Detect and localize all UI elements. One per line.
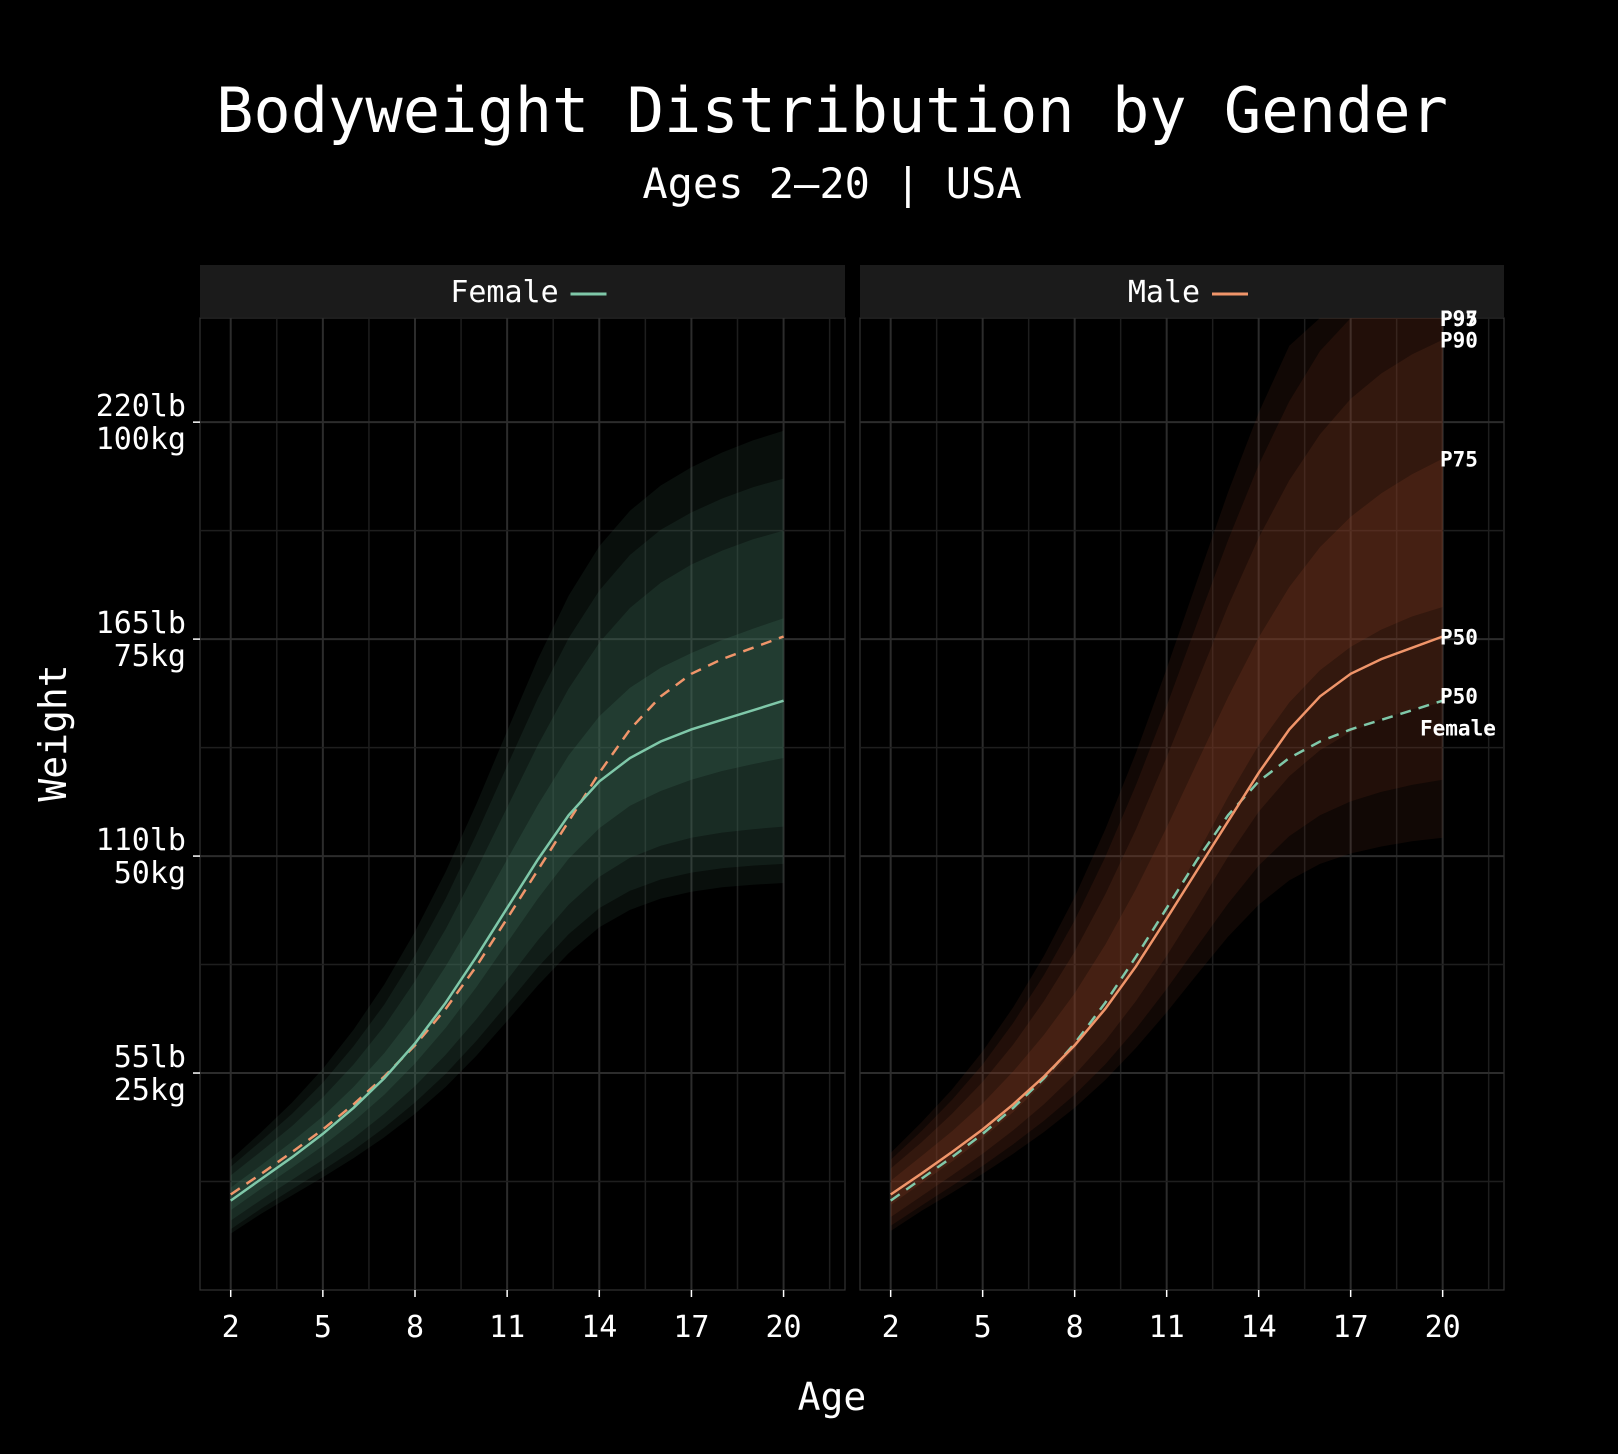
end-label-p95: P95 [1440,307,1478,331]
end-label-p75: P75 [1440,448,1478,472]
chart-subtitle: Ages 2–20 | USA [642,159,1021,208]
x-tick-label: 17 [1333,1310,1369,1345]
y-tick-label-kg: 75kg [114,639,186,674]
x-tick-label: 5 [974,1310,992,1345]
x-tick-label: 17 [673,1310,709,1345]
band-p5-p95 [890,318,1443,1226]
median-line [229,699,784,1202]
panel-border [199,317,846,1291]
comparison-end-label-sub: Female [1420,717,1496,741]
end-label-p97: P97 [1440,307,1478,331]
y-tick-label-kg: 50kg [114,856,186,891]
y-tick-label-lb: 55lb [114,1040,186,1075]
x-tick-label: 8 [1066,1310,1084,1345]
band-p10-p90 [230,530,784,1221]
strip-header [200,265,845,317]
x-tick-label: 2 [882,1310,900,1345]
x-tick-label: 8 [406,1310,424,1345]
y-tick-label-kg: 100kg [96,422,186,457]
x-tick-label: 2 [222,1310,240,1345]
x-tick-label: 20 [766,1310,802,1345]
x-tick-label: 5 [314,1310,332,1345]
band-p3-p97 [230,430,784,1234]
band-p3-p97 [890,318,1443,1231]
end-label-p90: P90 [1440,329,1478,353]
x-tick-label: 11 [489,1310,525,1345]
panel-border [859,317,1505,1291]
x-axis-title: Age [798,1375,867,1419]
comparison-end-label: P50 [1440,685,1478,709]
y-axis-title: Weight [31,664,75,801]
chart-title: Bodyweight Distribution by Gender [216,74,1448,147]
comparison-median-line [229,635,785,1196]
strip-header [860,265,1504,317]
comparison-median-line [889,699,1444,1202]
y-tick-label-kg: 25kg [114,1073,186,1108]
y-tick-label-lb: 110lb [96,823,186,858]
band-p10-p90 [890,339,1443,1218]
band-p25-p75 [890,458,1443,1206]
band-p25-p75 [230,618,784,1211]
band-p5-p95 [230,478,784,1230]
y-tick-label-lb: 165lb [96,606,186,641]
end-label-p50: P50 [1440,626,1478,650]
median-line [889,635,1444,1196]
x-tick-label: 20 [1425,1310,1461,1345]
strip-label: Male [1128,275,1200,310]
strip-label: Female [450,275,558,310]
x-tick-label: 11 [1149,1310,1185,1345]
x-tick-label: 14 [1241,1310,1277,1345]
x-tick-label: 14 [581,1310,617,1345]
y-tick-label-lb: 220lb [96,389,186,424]
